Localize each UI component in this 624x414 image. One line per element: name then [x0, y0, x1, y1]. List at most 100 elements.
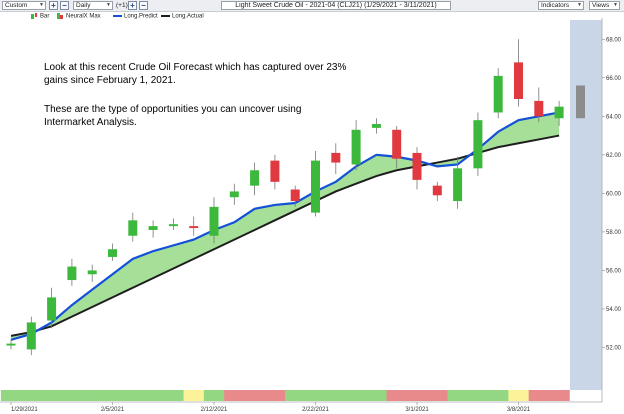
x-tick-label: 2/12/2021: [201, 407, 228, 413]
candle-up: [229, 191, 239, 198]
legend-bar: Bar: [30, 12, 49, 22]
y-tick-label: 66.00: [606, 76, 622, 82]
signal-band-cell: [82, 390, 103, 401]
annotation-line-3: These are the type of opportunities you …: [44, 104, 302, 115]
chevron-down-icon: ▼: [39, 2, 44, 8]
candle-down: [514, 62, 523, 99]
signal-band-cell: [224, 390, 245, 401]
x-tick-label: 3/8/2021: [507, 407, 531, 413]
y-tick-label: 56.00: [606, 268, 622, 274]
indicators-dropdown[interactable]: Indicators ▼: [538, 1, 584, 10]
signal-band-cell: [406, 390, 428, 401]
y-tick-label: 68.00: [606, 37, 622, 43]
annotation-line-4: Intermarket Analysis.: [44, 117, 137, 128]
y-tick-label: 62.00: [606, 153, 622, 159]
candle-up: [108, 249, 117, 257]
candle-up: [67, 266, 77, 281]
candle-up: [47, 297, 57, 321]
toolbar: Custom ▼ + − Daily ▼ (+1) + − Light Swee…: [0, 0, 624, 12]
period-minus-button[interactable]: −: [60, 1, 69, 10]
signal-band-cell: [21, 390, 42, 401]
legend-neural: NeuralX Max: [56, 12, 101, 22]
legend-bar-label: Bar: [40, 13, 50, 20]
legend-neural-label: NeuralX Max: [66, 13, 101, 20]
signal-band-cell: [488, 390, 509, 401]
chevron-down-icon: ▼: [577, 2, 582, 8]
candle-down: [432, 185, 442, 196]
legend-actual: Long.Actual: [161, 12, 204, 22]
candle-up: [371, 124, 381, 128]
forecast-zone: [570, 20, 602, 390]
candle-up: [128, 220, 138, 236]
annotation-line-2: gains since February 1, 2021.: [44, 75, 176, 86]
interval-dropdown[interactable]: Daily ▼: [73, 1, 113, 10]
x-tick-label: 3/1/2021: [405, 407, 429, 413]
views-dropdown[interactable]: Views ▼: [589, 1, 620, 10]
signal-band-cell: [528, 390, 550, 401]
signal-band-cell: [366, 390, 388, 401]
signal-band-cell: [548, 390, 570, 401]
signal-band-cell: [264, 390, 286, 401]
interval-value: Daily: [76, 2, 91, 9]
signal-band-cell: [285, 390, 306, 401]
bar-icon: [31, 13, 37, 19]
candle-up: [250, 170, 260, 186]
y-tick-label: 64.00: [606, 114, 622, 120]
predict-actual-fill: [11, 112, 560, 340]
legend-predict-label: Long.Predict: [124, 13, 158, 20]
candle-up: [6, 343, 16, 346]
candle-down: [412, 152, 422, 180]
y-tick-label: 54.00: [606, 307, 622, 313]
candle-up: [351, 129, 361, 165]
x-tick-label: 2/5/2021: [101, 407, 125, 413]
signal-band-cell: [142, 390, 164, 401]
candle-up: [311, 160, 320, 213]
signal-band-cell: [61, 390, 83, 401]
candle-up: [168, 224, 178, 227]
signal-band-cell: [163, 390, 185, 401]
offset-plus-button[interactable]: +: [128, 1, 137, 10]
chart-title: Light Sweet Crude Oil - 2021-04 (CLJ21) …: [221, 1, 451, 10]
line-icon: [113, 15, 122, 17]
candle-down: [270, 160, 280, 182]
candle-up: [209, 206, 219, 236]
signal-band-cell: [508, 390, 530, 401]
candle-down: [290, 189, 300, 202]
candle-down: [392, 129, 402, 159]
period-dropdown[interactable]: Custom ▼: [2, 1, 46, 10]
candle-up: [473, 120, 483, 169]
line-icon: [161, 15, 170, 17]
signal-band-cell: [427, 390, 448, 401]
signal-band-cell: [345, 390, 367, 401]
period-value: Custom: [5, 2, 28, 9]
candle-up: [87, 270, 97, 275]
signal-band-cell: [0, 390, 22, 401]
period-plus-button[interactable]: +: [49, 1, 58, 10]
candle-down: [331, 152, 341, 163]
offset-minus-button[interactable]: −: [139, 1, 148, 10]
long-predict-line: [10, 111, 560, 341]
candle-up: [453, 168, 463, 202]
signal-band-cell: [203, 390, 225, 401]
x-tick-label: 1/29/2021: [11, 407, 38, 413]
signal-band-cell: [325, 390, 347, 401]
candle-down: [189, 226, 199, 229]
y-tick-label: 52.00: [606, 345, 622, 351]
candle-up: [493, 75, 503, 113]
x-tick-label: 2/22/2021: [302, 407, 329, 413]
annotation-line-1: Look at this recent Crude Oil Forecast w…: [44, 62, 347, 73]
y-tick-label: 58.00: [606, 230, 622, 236]
chevron-down-icon: ▼: [613, 2, 618, 8]
signal-band-cell: [447, 390, 469, 401]
signal-band-cell: [102, 390, 124, 401]
forecast-candle: [576, 85, 585, 119]
y-tick-label: 60.00: [606, 191, 622, 197]
legend-predict: Long.Predict: [113, 12, 158, 22]
signal-band-cell: [41, 390, 63, 401]
signal-band-cell: [244, 390, 266, 401]
signal-band-cell: [305, 390, 327, 401]
candle-down: [534, 100, 544, 117]
indicators-label: Indicators: [541, 2, 570, 9]
